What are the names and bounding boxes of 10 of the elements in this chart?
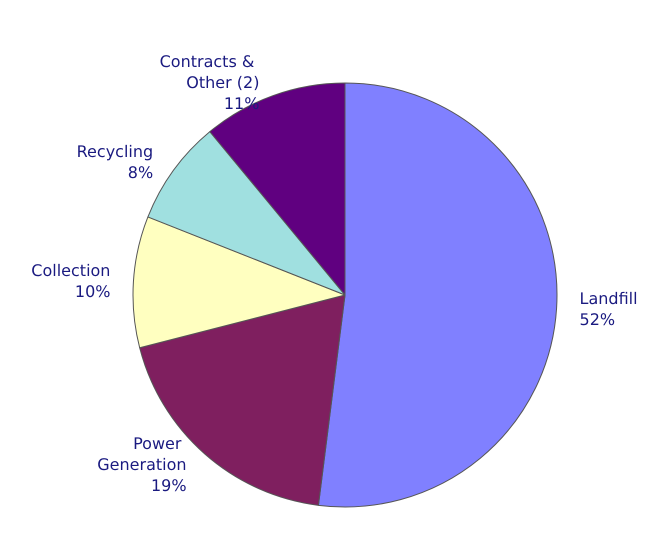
slice-label: Contracts & Other (2) [160, 52, 260, 92]
data-label: 11% [224, 94, 260, 113]
slice-label: Recycling [76, 142, 154, 162]
slice-label: Power Generation [97, 434, 187, 474]
data-label: 8% [128, 163, 154, 182]
data-label: 52% [580, 310, 616, 330]
slice-label: Landfill [580, 289, 638, 308]
data-label: 19% [150, 476, 187, 496]
slice-label: Collection [31, 260, 110, 280]
data-label: 10% [74, 282, 110, 301]
